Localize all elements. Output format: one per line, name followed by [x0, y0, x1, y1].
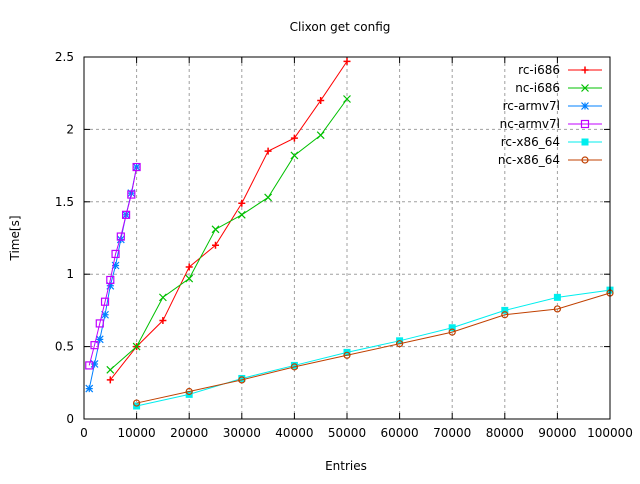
data-point-circle	[553, 305, 562, 313]
data-point-cross	[211, 225, 220, 234]
series-line	[109, 61, 348, 381]
data-point-star	[106, 281, 115, 290]
data-point-square	[132, 162, 141, 172]
data-point-cross	[316, 131, 325, 140]
legend-label: rc-i686	[518, 63, 560, 77]
series-line	[136, 289, 611, 407]
data-point-square	[90, 341, 99, 350]
data-point-star	[101, 310, 109, 319]
data-point-square	[116, 232, 125, 241]
data-point-square	[111, 249, 120, 259]
data-point-cross	[106, 365, 115, 374]
y-tick-label: 1.5	[55, 195, 74, 209]
x-tick-label: 20000	[170, 426, 208, 440]
data-point-circle	[343, 351, 351, 359]
x-tick-label: 30000	[223, 426, 261, 440]
data-point-filled-square	[290, 361, 298, 369]
data-point-plus	[185, 263, 193, 271]
x-tick-label: 100000	[587, 426, 633, 440]
chart-title: Clixon get config	[290, 20, 391, 34]
data-point-plus	[106, 376, 114, 384]
data-point-circle	[185, 387, 193, 396]
y-tick-label: 2	[66, 122, 74, 136]
x-tick-label: 40000	[275, 426, 313, 440]
legend-label: nc-i686	[515, 81, 560, 95]
data-point-plus	[212, 241, 219, 249]
data-point-square	[106, 275, 115, 285]
data-point-cross	[185, 274, 194, 283]
series-nc-i686	[106, 95, 351, 374]
y-axis-label: Time[s]	[8, 216, 22, 262]
legend-label: nc-armv7l	[500, 117, 560, 131]
y-tick-label: 2.5	[55, 50, 74, 64]
x-axis-label: Entries	[325, 459, 367, 473]
data-point-filled-square	[501, 306, 509, 314]
data-point-square	[580, 119, 590, 129]
series-nc-armv7l	[85, 162, 141, 370]
data-point-cross	[264, 193, 273, 202]
series-rc-x86_64	[133, 286, 614, 410]
legend-label: rc-armv7l	[503, 99, 560, 113]
data-point-square	[100, 297, 110, 306]
data-point-cross	[343, 95, 351, 103]
data-point-square	[95, 319, 104, 328]
data-point-filled-square	[448, 324, 456, 332]
data-point-filled-square	[238, 374, 246, 382]
ticks: 0 10000 20000 30000 40000 50000 60000 70000 8000…	[55, 50, 633, 440]
data-point-circle	[133, 399, 141, 407]
series-line	[88, 166, 138, 366]
y-tick-label: 0.5	[55, 340, 74, 354]
data-point-plus	[581, 66, 589, 74]
data-point-star	[111, 261, 120, 270]
data-point-star	[95, 335, 104, 344]
data-point-star	[85, 384, 94, 393]
data-point-cross	[132, 342, 141, 351]
series-line	[109, 98, 348, 371]
data-point-cross	[237, 210, 246, 219]
data-point-circle	[238, 376, 246, 384]
data-point-plus	[317, 96, 325, 104]
x-tick-label: 10000	[118, 426, 156, 440]
legend-label: nc-x86_64	[498, 153, 560, 167]
data-point-circle	[448, 328, 456, 336]
x-tick-label: 90000	[538, 426, 576, 440]
data-point-plus	[238, 199, 246, 207]
data-point-cross	[290, 151, 299, 160]
data-point-circle	[290, 363, 298, 371]
x-tick-label: 50000	[328, 426, 366, 440]
data-point-star	[90, 360, 99, 368]
data-point-cross	[158, 293, 167, 302]
data-point-circle	[396, 340, 404, 348]
x-tick-label: 60000	[381, 426, 419, 440]
data-point-circle	[581, 156, 589, 164]
x-tick-label: 0	[80, 426, 88, 440]
y-tick-label: 1	[66, 267, 74, 281]
data-point-square	[127, 190, 136, 199]
legend-label: rc-x86_64	[501, 135, 560, 149]
data-point-filled-square	[553, 293, 561, 301]
data-point-star	[116, 235, 125, 244]
data-point-square	[85, 361, 94, 370]
data-point-circle	[501, 311, 509, 319]
data-point-filled-square	[581, 138, 589, 146]
data-point-cross	[581, 84, 589, 92]
data-point-star	[581, 102, 589, 110]
data-point-plus	[290, 134, 298, 142]
series-line	[136, 292, 611, 404]
data-point-plus	[159, 317, 167, 325]
grid	[84, 57, 610, 419]
series-nc-x86_64	[133, 289, 614, 407]
data-point-plus	[264, 147, 272, 155]
data-point-square	[121, 210, 131, 219]
x-tick-label: 80000	[486, 426, 524, 440]
legend: rc-i686 nc-i686 rc-armv7l nc-armv7l rc-x86_6…	[498, 63, 602, 167]
x-tick-label: 70000	[433, 426, 471, 440]
series-rc-i686	[106, 57, 351, 384]
data-point-plus	[343, 57, 351, 65]
y-tick-label: 0	[66, 412, 74, 426]
plot-frame	[83, 56, 611, 420]
